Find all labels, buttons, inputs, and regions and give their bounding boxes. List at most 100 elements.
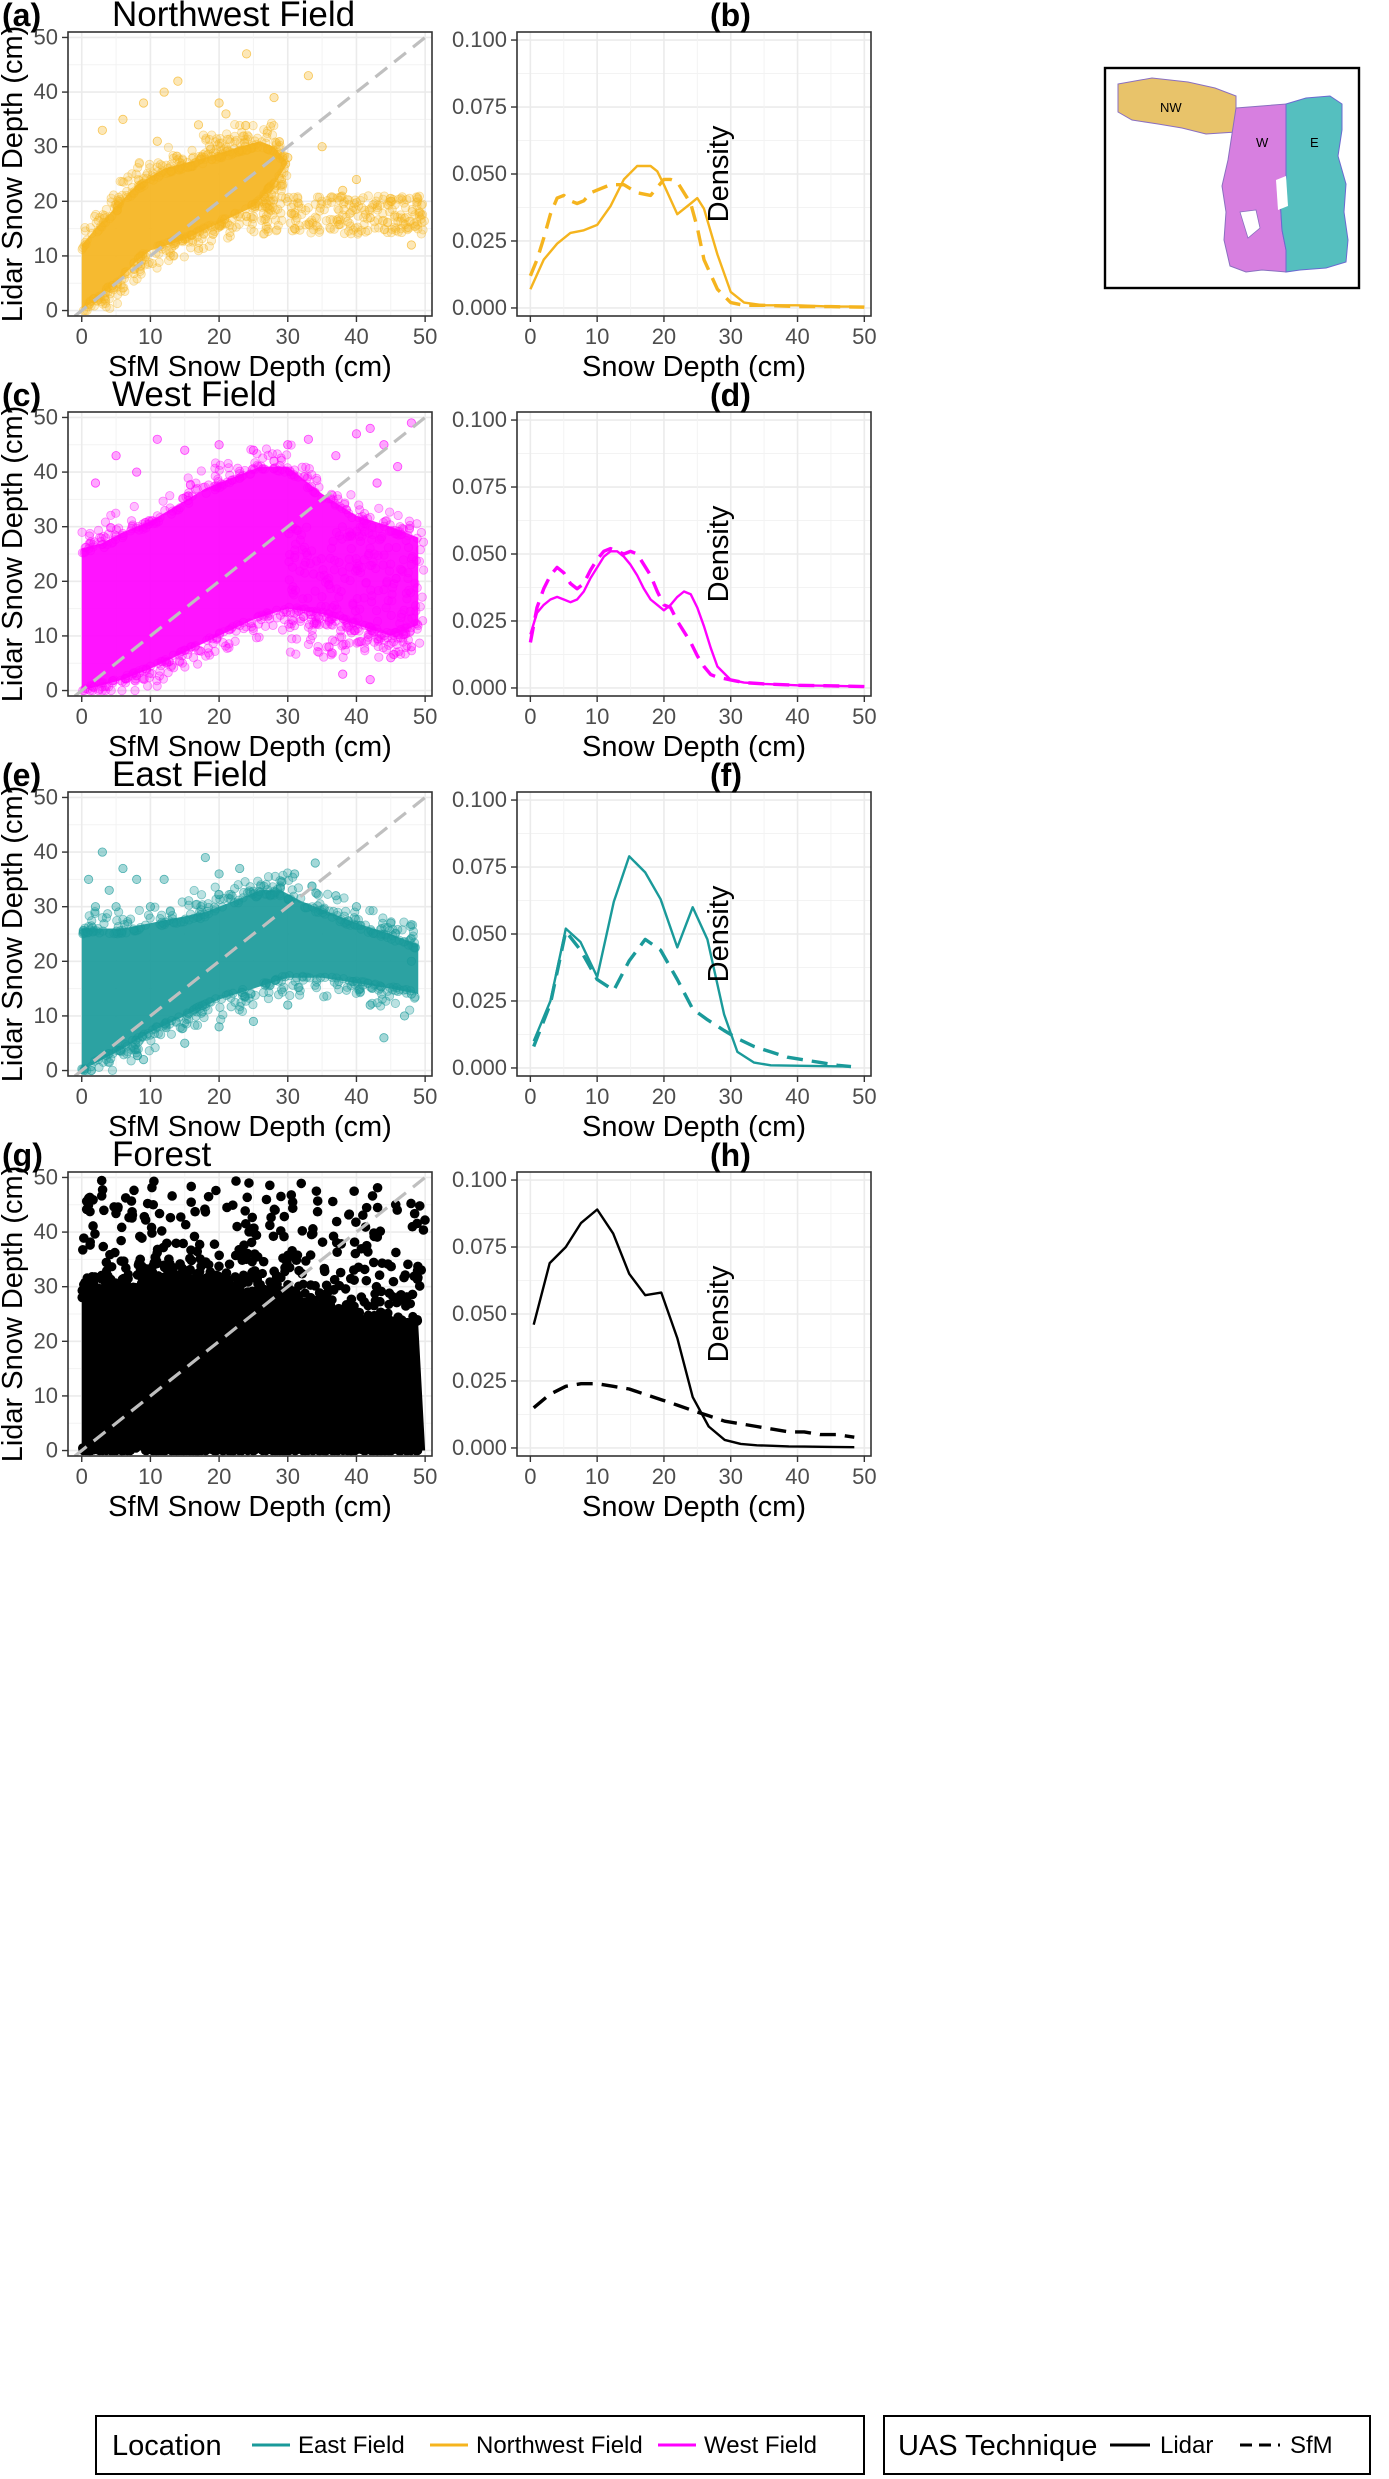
point	[135, 922, 146, 933]
point	[188, 653, 199, 663]
point-outlier	[214, 440, 224, 450]
point	[311, 907, 321, 917]
x-tick-label: 50	[852, 704, 876, 729]
point	[259, 191, 269, 201]
point	[217, 481, 227, 491]
one-to-one-reference-line	[73, 32, 432, 316]
point	[416, 527, 426, 538]
point	[279, 1445, 289, 1456]
point	[121, 674, 131, 684]
point	[183, 649, 193, 659]
point	[177, 159, 187, 169]
point-outlier	[235, 863, 245, 874]
point	[183, 491, 193, 501]
point	[410, 222, 420, 232]
point	[215, 460, 225, 470]
point	[248, 625, 258, 636]
point	[103, 282, 113, 292]
point	[240, 1218, 251, 1229]
point	[148, 1199, 159, 1210]
point	[389, 637, 399, 647]
point	[97, 222, 107, 232]
point	[191, 228, 201, 238]
point	[253, 196, 263, 206]
point-outlier	[269, 456, 279, 466]
point-outlier	[283, 153, 293, 163]
inset-region-w-hole	[1239, 209, 1261, 239]
point	[410, 578, 420, 588]
point	[161, 168, 171, 179]
point	[211, 144, 221, 155]
point	[367, 535, 377, 545]
point	[406, 920, 416, 930]
point	[199, 1012, 209, 1023]
point	[162, 657, 172, 667]
y-tick-label: 0.100	[452, 787, 507, 812]
point	[399, 605, 409, 615]
point	[401, 623, 411, 633]
y-tick-label: 0.050	[452, 921, 507, 946]
x-tick-label: 10	[138, 324, 162, 349]
point	[278, 607, 288, 617]
point	[292, 603, 302, 613]
point	[110, 530, 120, 540]
point	[326, 543, 337, 553]
point	[177, 155, 188, 165]
point	[147, 171, 157, 181]
point	[328, 611, 339, 621]
point	[357, 511, 367, 522]
point	[382, 576, 392, 586]
point	[305, 559, 315, 569]
point	[326, 224, 336, 234]
point	[118, 1256, 129, 1266]
point	[179, 252, 189, 262]
point	[102, 681, 112, 691]
x-tick-label: 40	[344, 1464, 368, 1489]
point	[391, 225, 401, 235]
point	[392, 212, 402, 222]
panel-b-letter: (b)	[710, 0, 751, 33]
point	[114, 192, 124, 202]
point-outlier	[152, 136, 162, 146]
x-axis-title: SfM Snow Depth (cm)	[108, 351, 392, 383]
point	[332, 604, 342, 614]
point	[269, 185, 279, 195]
point	[179, 917, 189, 927]
point	[346, 208, 356, 218]
point	[212, 633, 222, 644]
point	[196, 153, 206, 163]
point	[158, 166, 168, 176]
point	[188, 152, 198, 162]
point	[294, 221, 305, 231]
point	[303, 472, 313, 482]
point	[243, 134, 253, 144]
point	[121, 674, 131, 684]
point	[115, 176, 125, 186]
point	[259, 125, 269, 135]
point	[353, 637, 364, 647]
x-axis-title: Snow Depth (cm)	[582, 731, 806, 763]
point	[179, 645, 190, 655]
y-tick-label: 0.000	[452, 1055, 507, 1080]
point	[264, 192, 274, 202]
point	[135, 266, 145, 276]
panel-e-title: East Field	[112, 755, 268, 794]
point	[187, 161, 197, 171]
point	[217, 218, 227, 228]
point	[351, 554, 361, 564]
point	[347, 512, 357, 523]
point	[373, 634, 384, 644]
point	[299, 612, 309, 622]
point	[287, 1245, 297, 1256]
point	[133, 521, 143, 532]
point	[190, 484, 201, 495]
point-outlier	[331, 451, 341, 461]
point	[311, 608, 322, 618]
point	[155, 170, 165, 180]
point	[352, 526, 362, 536]
point	[400, 213, 410, 223]
point	[292, 525, 302, 535]
point	[100, 217, 110, 228]
point	[143, 259, 153, 269]
